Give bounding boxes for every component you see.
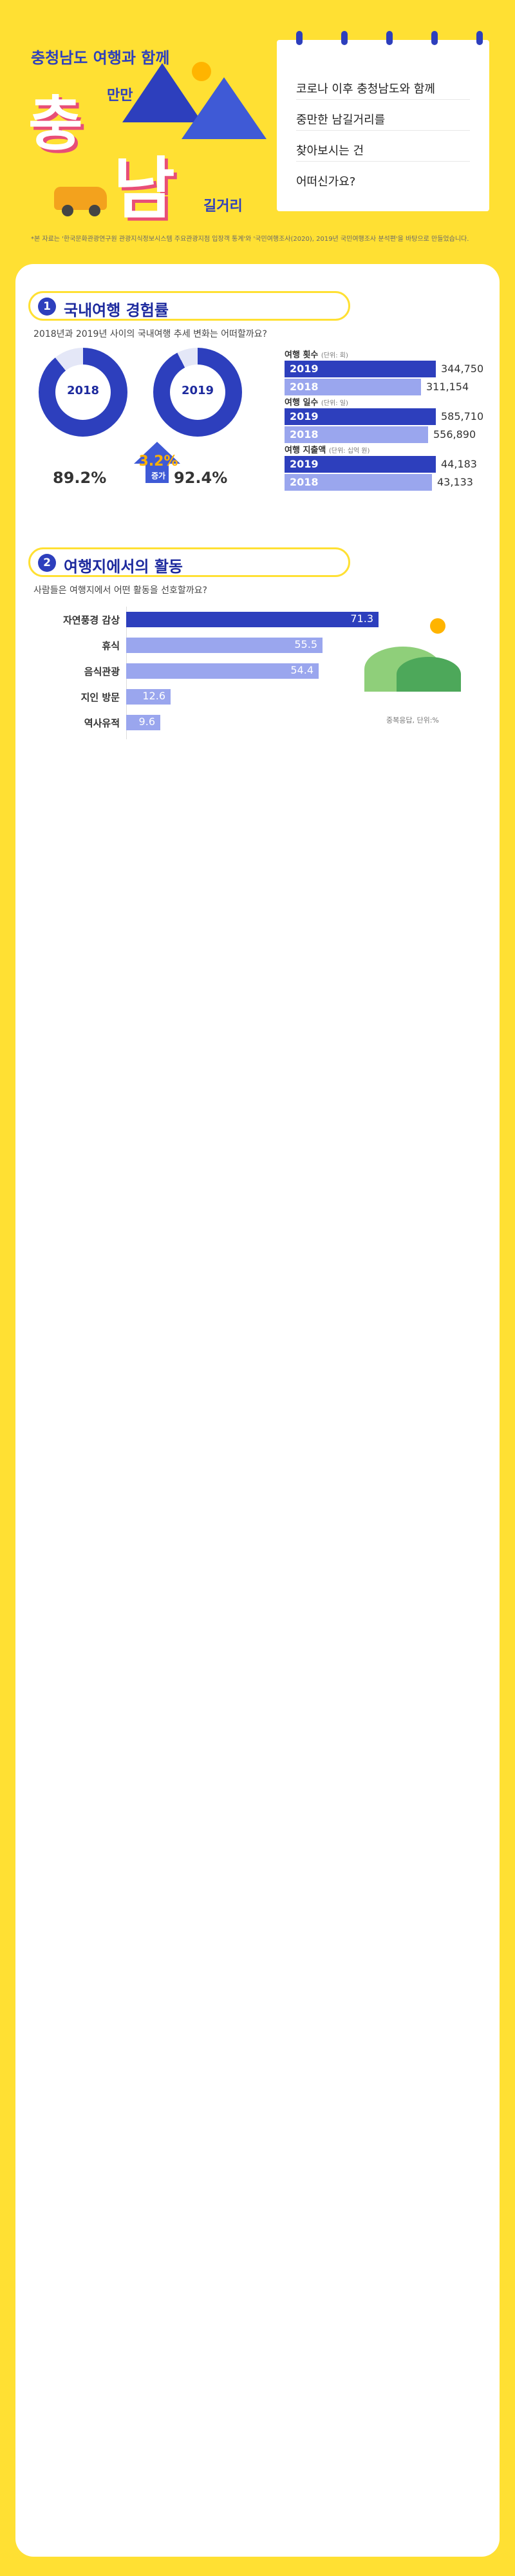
metric-bar-2018: 2018 bbox=[285, 379, 421, 395]
arrow-up-icon-body bbox=[145, 464, 169, 483]
hill-icon bbox=[397, 657, 461, 692]
activity-value: 71.3 bbox=[350, 612, 373, 625]
activity-value: 54.4 bbox=[290, 664, 314, 676]
car-wheel-front-icon bbox=[62, 205, 73, 216]
activity-value: 12.6 bbox=[142, 690, 165, 702]
metric-unit: (단위: 십억 원) bbox=[328, 448, 370, 455]
section-2-question: 사람들은 여행지에서 어떤 활동을 선호할까요? bbox=[33, 585, 207, 596]
metric-name: 여행 일수 bbox=[285, 398, 319, 408]
activity-label: 휴식 bbox=[102, 640, 120, 652]
metric-bar-year: 2019 bbox=[290, 410, 319, 422]
memo-binder-icon bbox=[476, 31, 483, 45]
metric-label: 여행 횟수 (단위: 회) bbox=[285, 348, 348, 360]
header-title-char-2: 남 bbox=[113, 149, 175, 228]
metric-bar-2018: 2018 bbox=[285, 426, 428, 443]
metric-name: 여행 지출액 bbox=[285, 446, 326, 455]
rate-2018: 89.2% bbox=[53, 469, 107, 487]
section-number: 1 bbox=[38, 298, 56, 316]
memo-note: 코로나 이후 충청남도와 함께 중만한 남길거리를 찾아보시는 건 어떠신가요? bbox=[277, 40, 489, 211]
activity-bar: 9.6 bbox=[126, 715, 160, 730]
activity-label: 자연풍경 감상 bbox=[62, 614, 120, 626]
activity-label: 지인 방문 bbox=[80, 692, 120, 703]
ring-chart-2019: 2019 bbox=[153, 348, 242, 437]
activity-label: 역사유적 bbox=[84, 717, 120, 729]
metric-unit: (단위: 일) bbox=[321, 400, 348, 407]
metric-bar-year: 2018 bbox=[290, 428, 319, 440]
metric-bar-2019: 2019 bbox=[285, 408, 436, 425]
metric-bar-year: 2019 bbox=[290, 458, 319, 470]
header-title-small-2: 길거리 bbox=[203, 198, 243, 214]
section-number: 2 bbox=[38, 554, 56, 572]
activity-bar: 71.3 bbox=[126, 612, 379, 627]
sun-icon bbox=[192, 62, 211, 81]
metric-bar-value: 556,890 bbox=[433, 428, 476, 440]
memo-rule bbox=[296, 161, 470, 162]
activity-value: 9.6 bbox=[138, 715, 155, 728]
sun-icon bbox=[430, 618, 445, 634]
metric-bar-2019: 2019 bbox=[285, 361, 436, 377]
header: 충청남도 여행과 함께 충 만만 남 길거리 코로나 이후 충청남도와 함께 중… bbox=[0, 0, 515, 245]
activity-bar: 12.6 bbox=[126, 689, 171, 705]
activity-value: 55.5 bbox=[294, 638, 317, 650]
section-title: 여행지에서의 활동 bbox=[64, 558, 183, 576]
header-title-char-1: 충 bbox=[28, 90, 83, 158]
activity-bar: 54.4 bbox=[126, 663, 319, 679]
metric-bar-2019: 2019 bbox=[285, 456, 436, 473]
increase-rate: 3.2% bbox=[138, 453, 178, 469]
memo-binder-icon bbox=[341, 31, 348, 45]
memo-line-3: 찾아보시는 건 bbox=[296, 144, 364, 158]
activity-bar: 55.5 bbox=[126, 638, 323, 653]
metric-bar-year: 2018 bbox=[290, 381, 319, 393]
memo-rule bbox=[296, 130, 470, 131]
section-title: 국내여행 경험률 bbox=[64, 301, 169, 319]
metric-bar-value: 43,133 bbox=[437, 476, 473, 488]
arrow-up-icon bbox=[134, 442, 180, 464]
activity-note: 중복응답, 단위:% bbox=[386, 716, 439, 724]
metric-name: 여행 횟수 bbox=[285, 350, 319, 360]
metric-bar-value: 311,154 bbox=[426, 381, 469, 393]
content-panel bbox=[15, 264, 500, 2557]
activity-label: 음식관광 bbox=[84, 666, 120, 677]
ring-hole bbox=[55, 365, 111, 420]
metric-bar-value: 344,750 bbox=[441, 363, 484, 375]
memo-binder-icon bbox=[296, 31, 303, 45]
car-wheel-rear-icon bbox=[89, 205, 100, 216]
ring-hole bbox=[170, 365, 225, 420]
ring-year: 2019 bbox=[181, 384, 214, 397]
mountain-2 bbox=[182, 77, 267, 139]
memo-line-1: 코로나 이후 충청남도와 함께 bbox=[296, 82, 435, 96]
metric-unit: (단위: 회) bbox=[321, 352, 348, 359]
rate-2019: 92.4% bbox=[174, 469, 228, 487]
memo-line-4: 어떠신가요? bbox=[296, 175, 356, 189]
memo-rule bbox=[296, 99, 470, 100]
metric-bar-year: 2018 bbox=[290, 476, 319, 488]
memo-binder-icon bbox=[386, 31, 393, 45]
metric-label: 여행 지출액 (단위: 십억 원) bbox=[285, 443, 370, 455]
metric-bar-year: 2019 bbox=[290, 363, 319, 375]
section-2-title: 2 여행지에서의 활동 bbox=[28, 547, 350, 577]
header-title-small-1: 만만 bbox=[107, 88, 133, 104]
memo-binder-icon bbox=[431, 31, 438, 45]
metric-label: 여행 일수 (단위: 일) bbox=[285, 395, 348, 408]
memo-line-2: 중만한 남길거리를 bbox=[296, 113, 386, 127]
increase-label: 증가 bbox=[151, 471, 166, 480]
metric-bar-2018: 2018 bbox=[285, 474, 432, 491]
metric-bar-value: 44,183 bbox=[441, 458, 477, 470]
ring-year: 2018 bbox=[66, 384, 100, 397]
ring-chart-2018: 2018 bbox=[39, 348, 127, 437]
section-1-title: 1 국내여행 경험률 bbox=[28, 291, 350, 321]
section-1-question: 2018년과 2019년 사이의 국내여행 추세 변화는 어떠할까요? bbox=[33, 329, 267, 339]
source-note: *본 자료는 '한국문화관광연구원 관광지식정보시스템 주요관광지점 입장객 통… bbox=[31, 236, 469, 243]
metric-bar-value: 585,710 bbox=[441, 410, 484, 422]
